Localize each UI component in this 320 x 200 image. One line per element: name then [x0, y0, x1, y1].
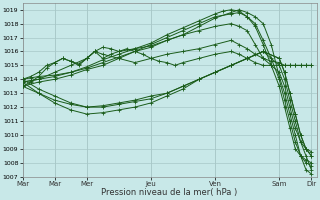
X-axis label: Pression niveau de la mer( hPa ): Pression niveau de la mer( hPa )	[101, 188, 238, 197]
